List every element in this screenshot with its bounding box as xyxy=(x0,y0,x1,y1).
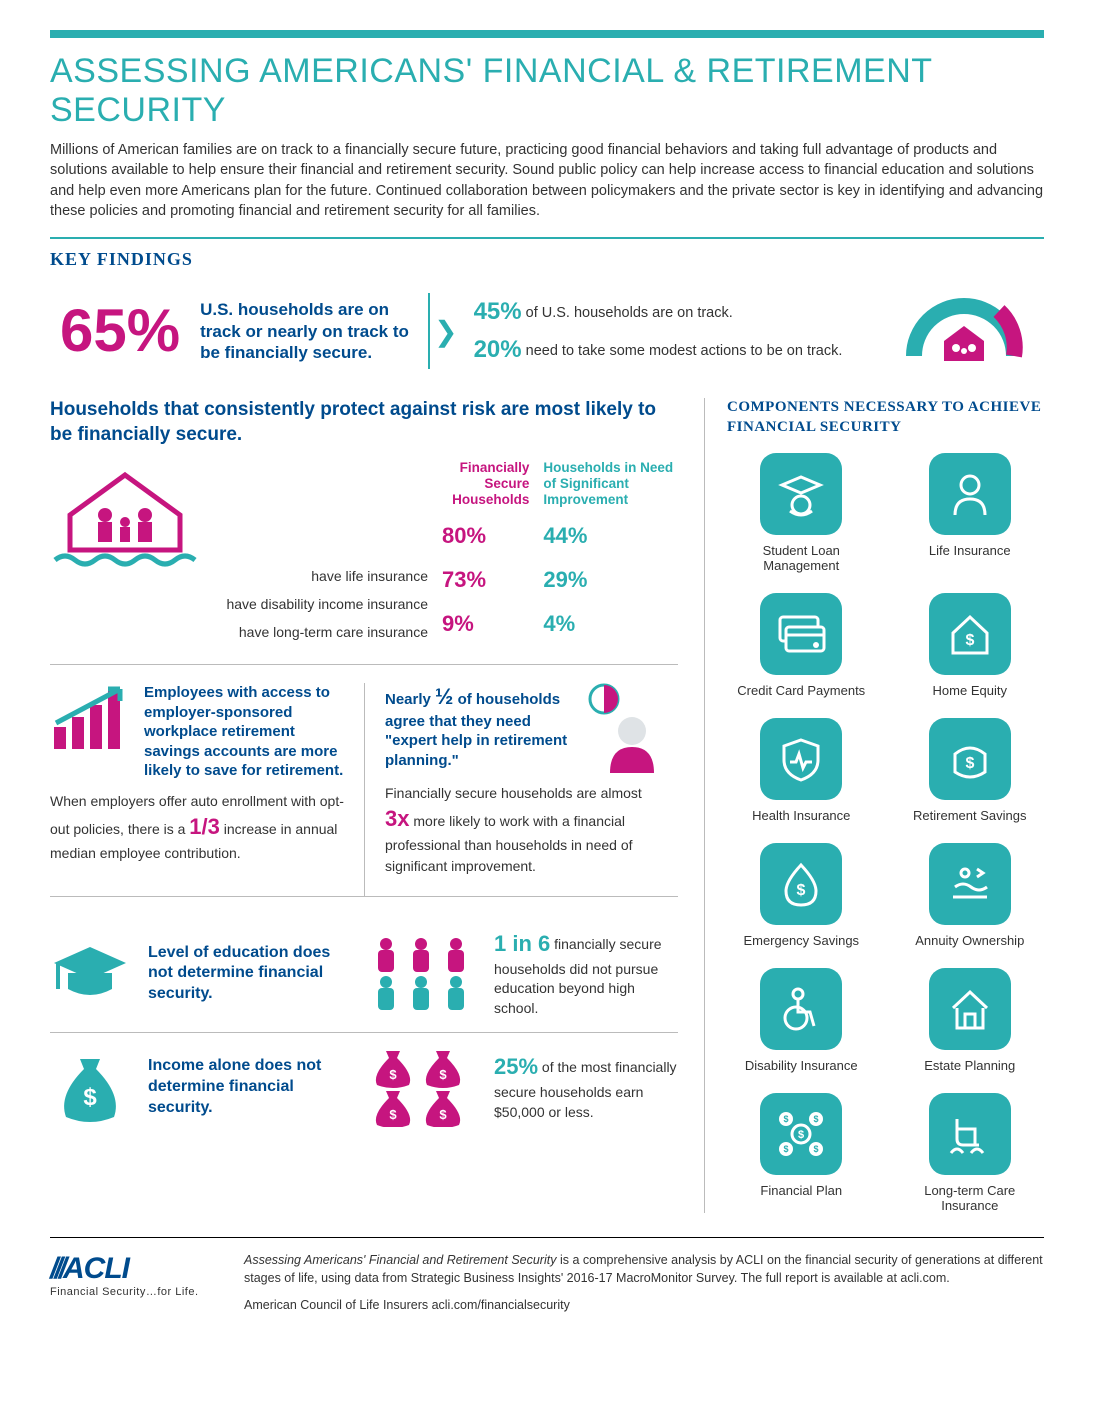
component-label: Health Insurance xyxy=(727,808,876,823)
stat-25-percent: 25% xyxy=(494,1054,538,1079)
risk-col-need-header: Households in Need of Significant Improv… xyxy=(543,460,678,509)
money-bag-icon: $ xyxy=(50,1047,130,1127)
component-label: Life Insurance xyxy=(896,543,1045,558)
component-label: Financial Plan xyxy=(727,1183,876,1198)
svg-text:$: $ xyxy=(814,1144,819,1154)
stat-20-text: need to take some modest actions to be o… xyxy=(522,343,843,359)
svg-text:$: $ xyxy=(439,1107,447,1122)
svg-text:$: $ xyxy=(965,755,974,772)
risk-value: 80% xyxy=(442,514,529,558)
intro-paragraph: Millions of American families are on tra… xyxy=(50,140,1044,221)
mid-two-column: Employees with access to employer-sponso… xyxy=(50,683,678,897)
footer-text: Assessing Americans' Financial and Retir… xyxy=(244,1252,1044,1315)
top-accent-rule xyxy=(50,30,1044,38)
component-label: Long-term Care Insurance xyxy=(896,1183,1045,1213)
risk-value: 44% xyxy=(543,514,678,558)
stat-1-in-6: 1 in 6 xyxy=(494,931,550,956)
employer-sponsored-body: When employers offer auto enrollment wit… xyxy=(50,791,348,863)
stat-45-percent: 45% xyxy=(474,298,522,325)
risk-row-label: have long-term care insurance xyxy=(218,618,428,646)
risk-row-label: have disability income insurance xyxy=(218,590,428,618)
bottom-rows: Level of education does not determine fi… xyxy=(50,915,678,1142)
education-stat: 1 in 6 financially secure households did… xyxy=(494,929,678,1019)
divider xyxy=(50,237,1044,239)
emergency-savings-icon: $ xyxy=(760,843,842,925)
education-heading: Level of education does not determine fi… xyxy=(148,943,348,1005)
income-heading: Income alone does not determine financia… xyxy=(148,1056,348,1118)
income-stat: 25% of the most financially secure house… xyxy=(494,1052,678,1122)
component-label: Retirement Savings xyxy=(896,808,1045,823)
component-label: Home Equity xyxy=(896,683,1045,698)
retirement-savings-icon: $ xyxy=(929,718,1011,800)
stat-3x: 3x xyxy=(385,806,409,831)
svg-text:$: $ xyxy=(798,1129,804,1141)
svg-text:$: $ xyxy=(797,882,806,899)
risk-comparison-table: . . have life insurance have disability … xyxy=(218,460,678,647)
svg-text:$: $ xyxy=(784,1144,789,1154)
footer-org-url: American Council of Life Insurers acli.c… xyxy=(244,1297,1044,1315)
acli-logo: ///ACLI Financial Security…for Life. xyxy=(50,1252,220,1298)
stat-65-percent: 65% xyxy=(50,301,190,361)
student-loan-icon xyxy=(760,453,842,535)
component-label: Estate Planning xyxy=(896,1058,1045,1073)
svg-text:$: $ xyxy=(965,632,974,649)
svg-text:$: $ xyxy=(83,1084,97,1111)
long-term-care-icon xyxy=(929,1093,1011,1175)
chevron-right-icon: ❯ xyxy=(434,315,457,348)
stat-one-third: 1/3 xyxy=(189,814,220,839)
stat-45-text: of U.S. households are on track. xyxy=(522,305,733,321)
key-findings-substats: 45% of U.S. households are on track. 20%… xyxy=(474,293,894,370)
life-insurance-icon xyxy=(929,453,1011,535)
credit-card-icon xyxy=(760,593,842,675)
component-label: Credit Card Payments xyxy=(727,683,876,698)
risk-col-secure-header: Financially Secure Households xyxy=(442,460,529,509)
financial-plan-icon: $ $ $ $ $ xyxy=(760,1093,842,1175)
risk-value: 29% xyxy=(543,558,678,602)
disability-insurance-icon xyxy=(760,968,842,1050)
svg-text:$: $ xyxy=(389,1067,397,1082)
svg-text:$: $ xyxy=(439,1067,447,1082)
risk-value: 4% xyxy=(543,602,678,646)
component-label: Student Loan Management xyxy=(727,543,876,573)
health-insurance-icon xyxy=(760,718,842,800)
key-findings-top-row: 65% U.S. households are on track or near… xyxy=(50,286,1044,376)
house-waves-icon xyxy=(50,460,200,570)
stat-65-description: U.S. households are on track or nearly o… xyxy=(200,293,430,369)
house-family-icon xyxy=(904,286,1044,376)
key-findings-label: KEY FINDINGS xyxy=(50,249,1044,270)
svg-text:$: $ xyxy=(814,1114,819,1124)
expert-help-heading: Nearly ½ of households agree that they n… xyxy=(385,683,568,770)
person-thinking-icon xyxy=(582,683,662,773)
stat-20-percent: 20% xyxy=(474,336,522,363)
employer-sponsored-heading: Employees with access to employer-sponso… xyxy=(144,683,348,781)
component-label: Emergency Savings xyxy=(727,933,876,948)
bar-chart-arrow-icon xyxy=(50,683,130,753)
graduation-cap-icon xyxy=(50,939,130,1009)
footer: ///ACLI Financial Security…for Life. Ass… xyxy=(50,1237,1044,1315)
component-label: Annuity Ownership xyxy=(896,933,1045,948)
expert-help-body: Financially secure households are almost… xyxy=(385,783,662,876)
component-label: Disability Insurance xyxy=(727,1058,876,1073)
annuity-icon xyxy=(929,843,1011,925)
home-equity-icon: $ xyxy=(929,593,1011,675)
logo-tagline: Financial Security…for Life. xyxy=(50,1286,220,1298)
money-bags-icon: $ $ $ $ xyxy=(366,1047,476,1127)
components-grid: Student Loan Management Life Insurance C… xyxy=(727,453,1044,1213)
svg-text:$: $ xyxy=(784,1114,789,1124)
risk-row-label: have life insurance xyxy=(218,562,428,590)
people-group-icon xyxy=(366,936,476,1012)
stat-one-half: ½ xyxy=(435,684,453,709)
estate-planning-icon xyxy=(929,968,1011,1050)
risk-value: 9% xyxy=(442,602,529,646)
risk-value: 73% xyxy=(442,558,529,602)
page-title: ASSESSING AMERICANS' FINANCIAL & RETIREM… xyxy=(50,52,1044,130)
components-heading: COMPONENTS NECESSARY TO ACHIEVE FINANCIA… xyxy=(727,398,1044,437)
risk-section: . . have life insurance have disability … xyxy=(50,460,678,666)
risk-heading: Households that consistently protect aga… xyxy=(50,398,678,447)
svg-text:$: $ xyxy=(389,1107,397,1122)
